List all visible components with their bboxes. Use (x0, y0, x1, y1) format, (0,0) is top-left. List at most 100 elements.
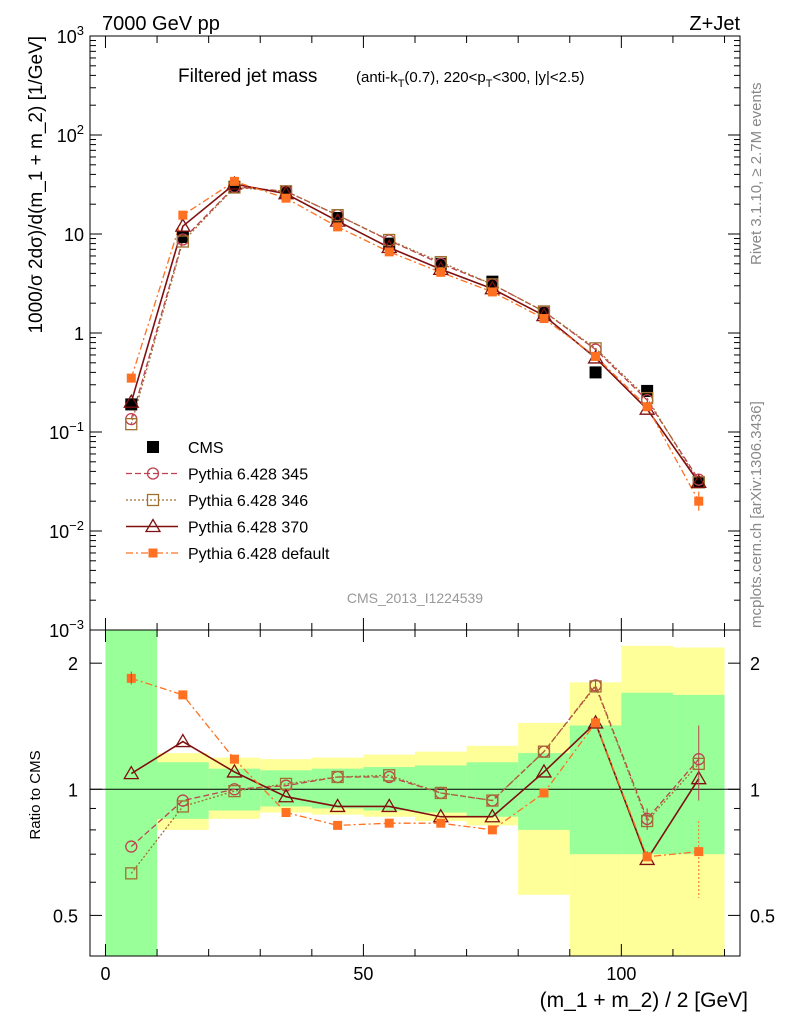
ratio-y-tick-label-right: 0.5 (750, 906, 775, 926)
series-line-p346 (130, 186, 700, 483)
ratio-line-p370 (130, 721, 700, 862)
point-cms (589, 366, 602, 379)
ratio-point-p346 (486, 794, 499, 807)
ratio-point-p370 (381, 798, 398, 813)
ratio-y-axis-label: Ratio to CMS (27, 750, 44, 839)
point-def (384, 247, 394, 257)
main-y-axis-label: 1000/σ 2dσ)/d(m_1 + m_2) [1/GeV] (26, 36, 47, 334)
point-p346 (176, 235, 190, 248)
x-tick-label: 100 (606, 964, 636, 984)
ratio-point-def (591, 718, 601, 728)
legend-marker-cms (147, 441, 159, 453)
ratio-point-def (333, 820, 343, 830)
ratio-point-p346 (331, 770, 344, 784)
header-right: Z+Jet (689, 13, 740, 35)
ratio-point-p346 (537, 745, 551, 758)
ratio-point-p370 (277, 788, 295, 803)
ratio-point-def (178, 690, 188, 700)
series-line-p370 (130, 183, 700, 483)
band-green (363, 767, 415, 811)
point-p370 (123, 393, 140, 408)
point-cms (641, 384, 654, 397)
ratio-point-p370 (174, 733, 191, 748)
ratio-y-tick-label: 1 (68, 780, 78, 800)
point-def (436, 267, 446, 277)
point-def (281, 193, 291, 203)
ratio-point-p346 (434, 786, 447, 800)
point-def (487, 287, 497, 297)
main-y-tick-label: 10−1 (49, 419, 84, 443)
point-def (539, 314, 549, 324)
ratio-y-tick-label: 2 (68, 654, 78, 674)
header-left: 7000 GeV pp (102, 13, 220, 35)
series-line-p345 (130, 186, 700, 481)
legend-label-def: Pythia 6.428 default (188, 546, 330, 563)
point-p346 (331, 209, 344, 222)
watermark: CMS_2013_I1224539 (347, 590, 483, 606)
ratio-point-p346 (228, 784, 241, 798)
ratio-point-p346 (383, 769, 396, 782)
point-p346 (125, 418, 138, 431)
ratio-point-def (487, 825, 497, 835)
ratio-point-p370 (226, 763, 243, 778)
ratio-y-tick-label-right: 1 (750, 780, 760, 800)
ratio-point-def (281, 808, 291, 818)
ratio-line-def (131, 677, 699, 858)
legend-label-cms: CMS (188, 440, 224, 457)
ratio-point-def (384, 818, 394, 828)
rivet-label: Rivet 3.1.10, ≥ 2.7M events (748, 83, 765, 266)
legend-marker-p370 (144, 518, 162, 533)
legend-marker-p346 (146, 493, 160, 507)
ratio-point-p370 (535, 763, 553, 778)
ratio-line-p346 (130, 685, 700, 874)
main-title: Filtered jet mass (178, 66, 317, 87)
band-green (569, 725, 622, 855)
band-green (311, 768, 364, 809)
point-def (333, 222, 343, 232)
ratio-point-p346 (125, 867, 138, 880)
legend-label-p345: Pythia 6.428 345 (188, 467, 308, 484)
ratio-point-def (229, 754, 239, 764)
legend-label-p370: Pythia 6.428 370 (188, 520, 308, 537)
ratio-point-def (436, 818, 446, 828)
ratio-point-def (539, 788, 549, 798)
ratio-y-tick-label: 0.5 (53, 906, 78, 926)
mcplots-label: mcplots.cern.ch [arXiv:1306.3436] (748, 401, 765, 628)
point-p370 (690, 474, 707, 489)
main-y-tick-label: 103 (57, 23, 84, 47)
point-def (178, 210, 188, 220)
ratio-y-tick-label-right: 2 (750, 654, 760, 674)
main-plot: Filtered jet mass (anti-kT(0.7), 220<pT<… (26, 23, 741, 641)
ratio-point-p370 (329, 798, 346, 813)
x-tick-label: 50 (353, 964, 373, 984)
ratio-plot: Ratio to CMS (m_1 + m_2) / 2 [GeV] 0.5 0.… (27, 629, 775, 1012)
main-plot-frame (89, 35, 741, 631)
ratio-point-def (694, 847, 704, 857)
point-cms (176, 231, 189, 244)
main-y-tick-label: 10 (64, 225, 84, 245)
series-line-def (130, 180, 700, 502)
band-green (157, 762, 209, 819)
main-y-tick-label: 1 (74, 324, 84, 344)
point-def (126, 373, 136, 383)
ratio-point-p345 (125, 840, 138, 853)
legend: CMS Pythia 6.428 345 Pythia 6.428 346 Pythi… (126, 440, 330, 563)
legend-marker-p345 (146, 467, 160, 480)
main-subtitle: (anti-kT(0.7), 220<pT<300, |y|<2.5) (356, 69, 585, 90)
x-axis-label: (m_1 + m_2) / 2 [GeV] (540, 989, 748, 1012)
legend-marker-def (148, 548, 158, 558)
point-def (591, 351, 601, 361)
x-tick-label: 0 (100, 964, 110, 984)
ratio-point-def (642, 852, 652, 862)
point-def (229, 176, 239, 186)
point-p346 (383, 233, 396, 247)
point-cms (125, 398, 138, 411)
point-p346 (434, 255, 447, 269)
ratio-point-p370 (123, 765, 140, 780)
ratio-point-p346 (176, 800, 190, 813)
main-y-tick-label: 10−3 (49, 617, 84, 641)
point-p370 (174, 217, 191, 232)
main-y-tick-label: 10−2 (49, 518, 84, 542)
point-def (642, 402, 652, 412)
